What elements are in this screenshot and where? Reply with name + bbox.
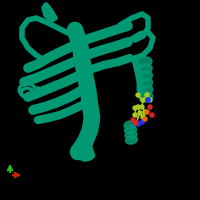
Ellipse shape <box>138 57 152 67</box>
Ellipse shape <box>139 78 153 88</box>
Circle shape <box>146 98 150 102</box>
Circle shape <box>145 110 149 114</box>
Ellipse shape <box>125 126 136 134</box>
Circle shape <box>150 113 154 117</box>
Ellipse shape <box>139 92 153 102</box>
Circle shape <box>143 110 147 114</box>
Ellipse shape <box>138 64 152 74</box>
Ellipse shape <box>139 85 153 95</box>
Circle shape <box>136 105 140 109</box>
Ellipse shape <box>81 153 95 161</box>
Circle shape <box>136 93 140 97</box>
Ellipse shape <box>80 150 94 158</box>
Circle shape <box>145 93 149 97</box>
Circle shape <box>133 106 137 110</box>
Ellipse shape <box>78 144 92 152</box>
Ellipse shape <box>124 121 136 129</box>
Circle shape <box>133 113 137 117</box>
Circle shape <box>140 105 144 109</box>
Circle shape <box>138 111 142 115</box>
Circle shape <box>141 98 145 102</box>
Ellipse shape <box>126 136 137 144</box>
Circle shape <box>143 117 147 121</box>
Circle shape <box>141 115 145 119</box>
Circle shape <box>131 118 135 122</box>
Circle shape <box>134 121 138 125</box>
Circle shape <box>148 105 152 109</box>
Circle shape <box>140 120 144 124</box>
Ellipse shape <box>138 71 152 81</box>
Ellipse shape <box>125 131 137 139</box>
Ellipse shape <box>79 147 93 155</box>
Circle shape <box>136 122 140 126</box>
Circle shape <box>148 98 152 102</box>
